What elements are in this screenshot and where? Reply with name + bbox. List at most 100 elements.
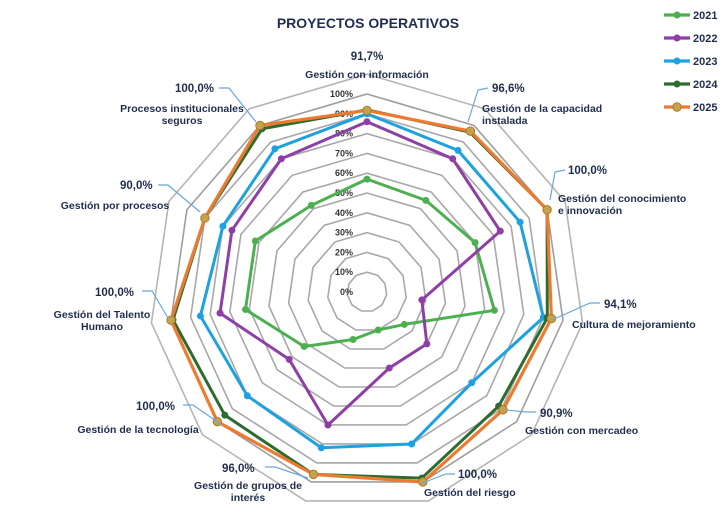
series-point-2022 (385, 364, 393, 372)
legend-label-2023: 2023 (693, 56, 717, 68)
series-point-2025 (200, 213, 210, 223)
series-point-2021 (374, 326, 382, 334)
category-label: e innovación (558, 205, 622, 217)
series-point-2023 (454, 146, 462, 154)
value-label: 96,6% (492, 83, 525, 95)
category-label: seguros (162, 115, 203, 127)
radar-grid (150, 73, 584, 502)
series-point-2022 (228, 226, 236, 234)
grid-ring (189, 112, 545, 464)
grid-ring (170, 93, 564, 483)
radial-tick-label: 10% (335, 267, 353, 277)
series-point-2022 (277, 155, 285, 163)
series-line-2022 (218, 120, 502, 427)
grid-ring (287, 211, 447, 369)
category-label: Gestión de la tecnología (77, 424, 199, 436)
category-label: Gestión de grupos de (194, 480, 302, 492)
leader-line (505, 409, 536, 413)
series-point-2023 (408, 440, 416, 448)
series-point-2022 (285, 355, 293, 363)
series-point-2022 (496, 227, 504, 235)
series-point-2022 (418, 296, 426, 304)
leader-line (219, 87, 257, 123)
series-point-2022 (363, 118, 371, 126)
series-point-2025 (308, 469, 319, 480)
series-point-2023 (468, 379, 476, 387)
grid-ring (346, 271, 388, 312)
grid-ring (307, 231, 427, 350)
series-point-2022 (449, 155, 457, 163)
value-label: 96,0% (222, 463, 255, 475)
series-line-2023 (198, 112, 545, 450)
radial-tick-label: 70% (335, 148, 353, 158)
legend-marker-2024 (673, 80, 681, 88)
series-point-2023 (196, 312, 204, 320)
legend-label-2021: 2021 (693, 10, 717, 22)
legend-label-2025: 2025 (693, 102, 717, 114)
series-point-2023 (317, 444, 325, 452)
legend-marker-2021 (673, 11, 681, 19)
category-labels: 91,7% Gestión con información 96,6% Gestión… (54, 51, 696, 504)
category-label: Gestión de la capacidad (482, 103, 602, 115)
series-point-2023 (219, 222, 227, 230)
category-label: Gestión con información (305, 69, 429, 81)
series-point-2025 (362, 105, 372, 116)
grid-ring (209, 132, 525, 445)
grid-ring (326, 251, 408, 331)
series-point-2022 (423, 340, 431, 348)
series-point-2021 (349, 335, 357, 343)
series-point-2021 (422, 196, 430, 204)
radial-tick-label: 60% (335, 168, 353, 178)
series-point-2025 (255, 120, 265, 131)
value-label: 100,0% (458, 469, 497, 481)
category-label: instalada (482, 115, 528, 127)
series-line-2025 (169, 108, 554, 484)
value-label: 91,7% (351, 51, 384, 63)
series-point-2023 (516, 218, 524, 226)
value-label: 90,9% (540, 408, 573, 420)
series-point-2021 (363, 175, 371, 183)
category-label: Gestión del riesgo (424, 487, 516, 499)
leader-line (142, 290, 169, 319)
series-point-2021 (471, 239, 479, 247)
value-label: 100,0% (136, 401, 175, 413)
value-label: 100,0% (568, 165, 607, 177)
category-label: Gestión con mercadeo (525, 425, 638, 437)
series-point-2025 (542, 205, 552, 215)
leader-line (158, 184, 201, 213)
series-point-2021 (241, 305, 249, 313)
value-label: 100,0% (175, 83, 214, 95)
leader-line (419, 473, 455, 485)
leader-line (551, 302, 600, 321)
value-label: 90,0% (120, 180, 153, 192)
series-point-2023 (243, 392, 251, 400)
leader-line (265, 466, 309, 479)
category-label: Procesos institucionales (120, 103, 244, 115)
category-label: Gestión del conocimiento (558, 193, 686, 205)
grid-ring (248, 172, 486, 407)
legend-marker-2023 (673, 57, 681, 65)
radial-ticks: 0%10%20%30%40%50%60%70%80%90%100% (330, 89, 353, 297)
grid-ring (228, 152, 506, 426)
series-group (166, 105, 557, 487)
category-label: interés (231, 492, 266, 504)
series-point-2022 (216, 309, 224, 317)
radial-tick-label: 50% (335, 188, 353, 198)
leader-line (549, 169, 566, 201)
grid-outer-ring (150, 73, 584, 502)
series-point-2025 (166, 315, 176, 325)
series-point-2021 (490, 306, 498, 314)
series-point-2024 (221, 411, 229, 419)
leader-line (467, 87, 489, 123)
radial-tick-label: 0% (340, 287, 353, 297)
radial-tick-label: 40% (335, 208, 353, 218)
legend-label-2024: 2024 (693, 79, 718, 91)
legend-marker-2022 (673, 34, 681, 42)
radial-tick-label: 30% (335, 228, 353, 238)
value-label: 94,1% (604, 299, 637, 311)
series-point-2025 (465, 126, 476, 136)
series-line-2021 (243, 177, 496, 348)
grid-ring (268, 192, 466, 388)
series-point-2021 (251, 237, 259, 245)
